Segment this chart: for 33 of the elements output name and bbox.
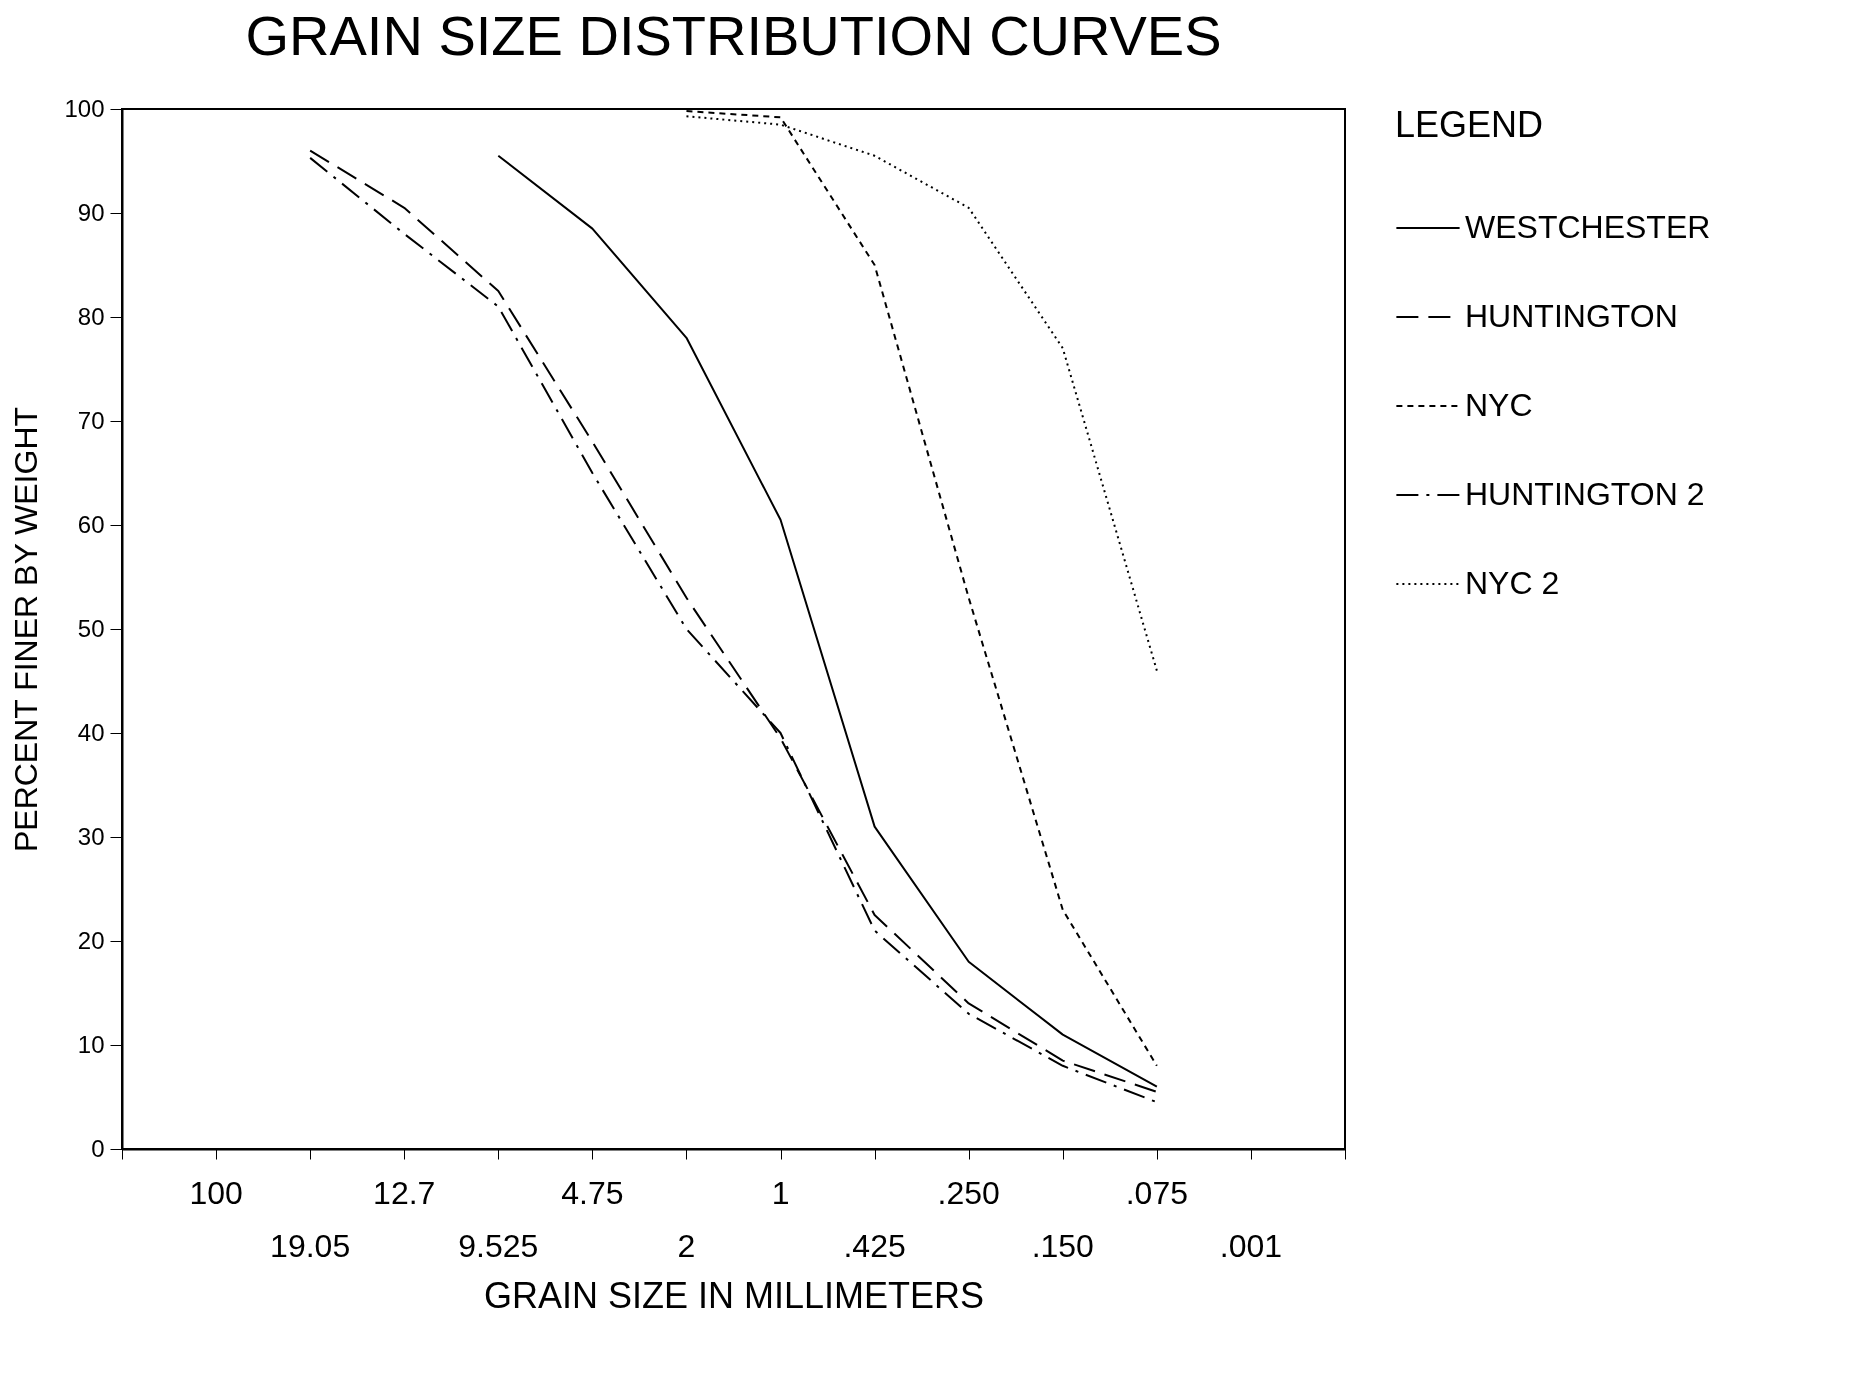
x-tick-label: 2 (677, 1228, 696, 1264)
y-tick-label: 70 (77, 406, 105, 434)
legend-label: HUNTINGTON (1465, 298, 1678, 334)
y-tick-label: 30 (77, 822, 105, 850)
y-tick-label: 20 (77, 926, 105, 954)
chart-title: GRAIN SIZE DISTRIBUTION CURVES (245, 4, 1222, 67)
y-tick-label: 50 (77, 614, 105, 642)
x-tick-label: .075 (1125, 1175, 1188, 1211)
x-tick-label: 4.75 (561, 1175, 624, 1211)
y-tick-label: 10 (77, 1030, 105, 1058)
x-tick-label: .001 (1219, 1228, 1283, 1264)
legend-label: WESTCHESTER (1465, 209, 1711, 245)
y-tick-label: 80 (77, 302, 105, 330)
legend-label: HUNTINGTON 2 (1465, 476, 1705, 512)
y-tick-label: 100 (64, 94, 105, 122)
x-tick-label: .425 (843, 1228, 906, 1264)
legend-label: NYC 2 (1465, 565, 1560, 601)
x-tick-label: 1 (771, 1175, 790, 1211)
y-tick-label: 60 (77, 510, 105, 538)
x-tick-label: .250 (937, 1175, 1000, 1211)
y-tick-label: 40 (77, 718, 105, 746)
x-tick-label: 12.7 (373, 1175, 436, 1211)
y-tick-label: 0 (91, 1134, 105, 1162)
legend-title: LEGEND (1395, 104, 1544, 145)
x-tick-label: 19.05 (270, 1228, 351, 1264)
x-tick-label: .150 (1031, 1228, 1094, 1264)
x-tick-label: 100 (189, 1175, 243, 1211)
x-axis-title: GRAIN SIZE IN MILLIMETERS (483, 1275, 985, 1316)
y-axis-title: PERCENT FINER BY WEIGHT (8, 406, 45, 853)
x-tick-label: 9.525 (458, 1228, 539, 1264)
legend-label: NYC (1465, 387, 1533, 423)
y-tick-label: 90 (77, 198, 105, 226)
line-series (497, 154, 1158, 1088)
